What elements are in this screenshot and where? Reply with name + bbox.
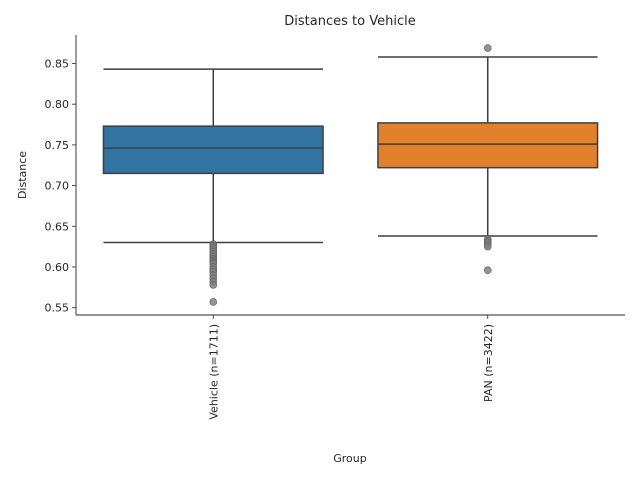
chart-title: Distances to Vehicle xyxy=(284,14,415,29)
outlier-point xyxy=(483,44,492,52)
x-axis-label: Group xyxy=(333,452,367,465)
y-tick-label: 0.85 xyxy=(45,57,70,70)
box xyxy=(102,125,324,175)
plot-area xyxy=(102,44,599,306)
y-axis-label: Distance xyxy=(16,151,29,199)
x-tick-label: PAN (n=3422) xyxy=(482,324,495,402)
x-tick-label: Vehicle (n=1711) xyxy=(207,324,220,420)
y-tick-label: 0.55 xyxy=(45,302,70,315)
y-tick-label: 0.60 xyxy=(45,261,70,274)
box-group xyxy=(377,44,599,275)
y-tick-label: 0.70 xyxy=(45,180,70,193)
outlier-point xyxy=(209,281,218,289)
y-tick-label: 0.75 xyxy=(45,139,70,152)
outlier-point xyxy=(483,266,492,275)
outlier-point xyxy=(483,242,492,251)
box xyxy=(377,122,599,169)
box-group xyxy=(102,68,324,306)
y-axis-ticks: 0.55 0.60 0.65 0.70 0.75 0.80 0.85 xyxy=(45,57,76,315)
y-tick-label: 0.80 xyxy=(45,98,70,111)
outlier-point xyxy=(209,298,218,306)
x-axis-ticks: Vehicle (n=1711) PAN (n=3422) xyxy=(207,315,495,420)
y-tick-label: 0.65 xyxy=(45,220,70,233)
